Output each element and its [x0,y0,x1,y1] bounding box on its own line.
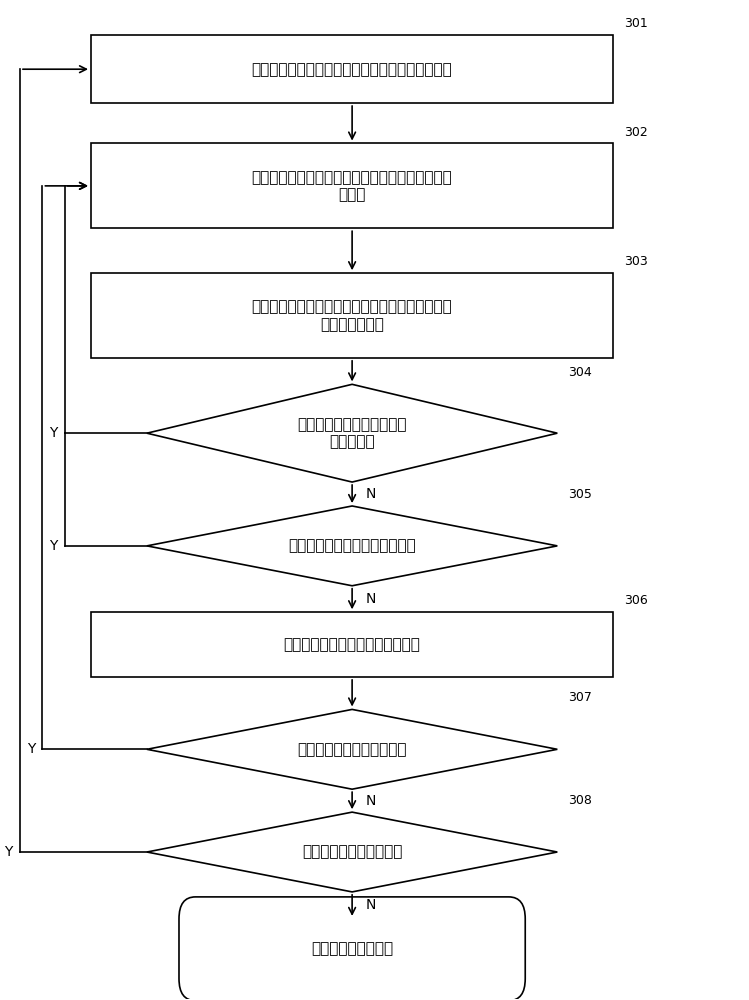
Text: N: N [366,794,376,808]
FancyBboxPatch shape [91,35,613,103]
FancyBboxPatch shape [179,897,525,1000]
Text: 306: 306 [625,594,648,607]
Text: Y: Y [49,539,58,553]
Text: 操作中还有未获取的更新列: 操作中还有未获取的更新列 [297,742,407,757]
Text: 将更新列的列名加入更新列集合中: 将更新列的列名加入更新列集合中 [284,637,420,652]
Text: 相同列名的更新列和条件列
的列值相同: 相同列名的更新列和条件列 的列值相同 [297,417,407,449]
Text: 由操作的条件列信息集合中获取与更新列相同列名
的条件列的列值: 由操作的条件列信息集合中获取与更新列相同列名 的条件列的列值 [252,299,452,332]
FancyBboxPatch shape [91,273,613,358]
Text: 304: 304 [568,366,592,379]
Text: 更新列集合中包含更新列的列名: 更新列集合中包含更新列的列名 [288,538,416,553]
Text: 302: 302 [625,126,648,139]
Text: 308: 308 [568,794,592,807]
Text: 由操作的更新列信息集合中获取一个更新列的列名
和列值: 由操作的更新列信息集合中获取一个更新列的列名 和列值 [252,170,452,202]
FancyBboxPatch shape [91,612,613,677]
Text: N: N [366,592,376,606]
Polygon shape [147,506,557,586]
Text: 获取一个操作的更新列信息集合和条件列信息集合: 获取一个操作的更新列信息集合和条件列信息集合 [252,62,452,77]
Text: 更新列集合收集完成: 更新列集合收集完成 [311,941,393,956]
Text: Y: Y [4,845,13,859]
Polygon shape [147,812,557,892]
Text: Y: Y [49,426,58,440]
Text: 301: 301 [625,17,648,30]
Polygon shape [147,709,557,789]
Text: N: N [366,487,376,501]
Text: 307: 307 [568,691,592,704]
Text: N: N [366,898,376,912]
Text: 305: 305 [568,488,592,501]
Text: 303: 303 [625,255,648,268]
Polygon shape [147,384,557,482]
Text: Y: Y [27,742,35,756]
Text: 还有未处理的源更新操作: 还有未处理的源更新操作 [302,845,402,860]
FancyBboxPatch shape [91,143,613,228]
